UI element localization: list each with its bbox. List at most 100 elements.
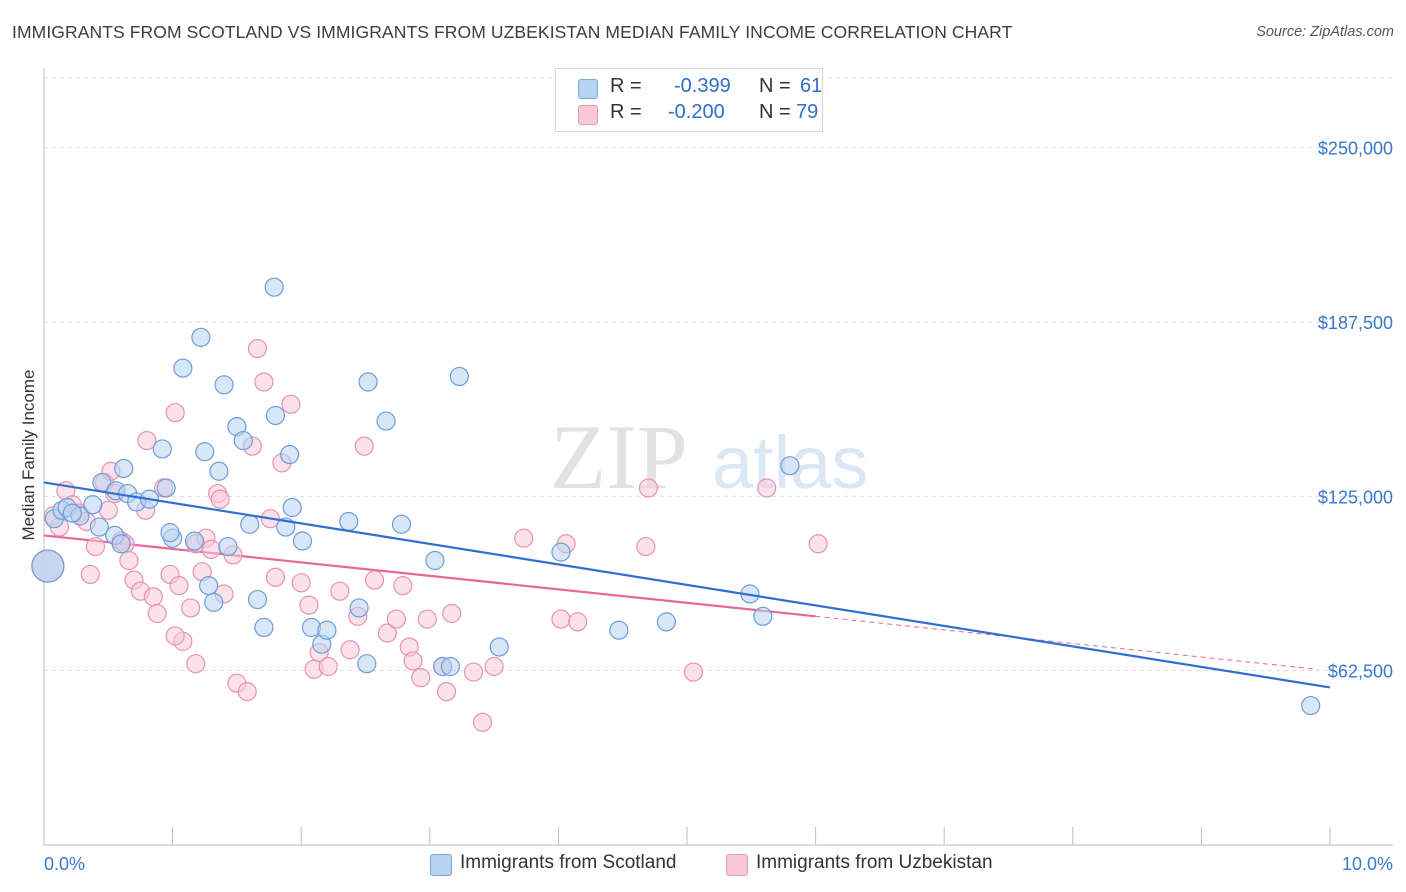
data-point: [340, 640, 360, 660]
data-point: [638, 478, 659, 498]
y-tick-label: $125,000: [1318, 487, 1393, 507]
y-tick-label: $250,000: [1318, 139, 1393, 159]
gridlines: [44, 77, 1393, 672]
data-point: [218, 536, 238, 557]
data-point: [376, 411, 396, 431]
bottom-legend-swatch-uzbekistan: [726, 854, 748, 876]
stats-legend: R = -0.399 N = 61 R = -0.200 N = 79: [555, 68, 823, 132]
data-point: [808, 534, 828, 554]
trend-line-uzbekistan: [43, 534, 816, 618]
data-point: [165, 403, 185, 423]
data-point: [377, 623, 397, 643]
legend-swatch-uzbekistan: [578, 105, 598, 125]
legend-r-label: R =: [610, 75, 642, 97]
data-point: [265, 405, 286, 426]
data-point: [199, 576, 219, 596]
y-tick-label: $62,500: [1328, 662, 1393, 682]
data-point: [147, 603, 167, 624]
data-point: [463, 662, 484, 682]
data-point: [191, 327, 211, 347]
y-tick-labels: $62,500 $125,000 $187,500 $250,000: [1318, 139, 1393, 682]
data-point: [386, 609, 406, 629]
data-point: [165, 626, 185, 646]
data-point: [204, 592, 224, 612]
data-point: [143, 587, 163, 607]
data-point: [318, 656, 338, 677]
data-point: [442, 603, 462, 624]
data-point: [85, 536, 106, 557]
data-point: [265, 567, 286, 587]
data-point: [31, 549, 65, 583]
data-point: [411, 668, 431, 688]
data-point: [62, 503, 82, 523]
data-point: [83, 495, 103, 515]
data-point: [551, 542, 571, 562]
data-point: [753, 606, 773, 626]
legend-r-value-scotland: -0.399: [674, 75, 731, 97]
data-point: [349, 598, 369, 618]
data-point: [449, 366, 469, 387]
legend-n-value-scotland: 61: [800, 75, 823, 97]
watermark-zip: ZIP: [550, 406, 688, 508]
data-point: [233, 430, 253, 451]
legend-n-label: N =: [759, 75, 791, 97]
data-point: [551, 609, 571, 629]
data-point: [291, 573, 311, 593]
data-point: [210, 489, 230, 509]
points-uzbekistan: [31, 338, 828, 732]
watermark: ZIP atlas: [550, 406, 868, 508]
data-point: [173, 358, 193, 378]
data-point: [254, 372, 274, 392]
data-point: [169, 576, 189, 596]
data-point: [358, 372, 378, 392]
data-point: [330, 581, 350, 601]
data-point: [514, 528, 534, 548]
data-point: [636, 536, 656, 557]
x-tick-label-max: 10.0%: [1342, 854, 1393, 874]
data-point: [156, 478, 176, 498]
data-point: [119, 550, 139, 571]
data-point: [214, 375, 234, 395]
legend-n-label: N =: [759, 101, 791, 123]
data-point: [357, 654, 377, 674]
data-point: [114, 458, 134, 479]
x-tick-label-min: 0.0%: [44, 854, 85, 874]
data-point: [280, 444, 300, 465]
data-point: [317, 620, 337, 640]
trend-line-scotland: [43, 481, 1331, 689]
data-point: [282, 497, 302, 518]
y-axis-label: Median Family Income: [19, 369, 38, 540]
legend-n-value-uzbekistan: 79: [796, 101, 819, 123]
data-point: [489, 637, 509, 657]
data-point: [247, 338, 268, 359]
data-point: [89, 517, 109, 537]
axes: [43, 68, 1393, 846]
data-point: [1301, 695, 1321, 716]
data-point: [683, 662, 704, 682]
bottom-legend-swatch-scotland: [430, 854, 452, 876]
data-point: [111, 534, 131, 554]
data-point: [436, 681, 457, 702]
trend-line-uzbekistan-extension: [815, 615, 1318, 670]
chart-title: IMMIGRANTS FROM SCOTLAND VS IMMIGRANTS F…: [12, 22, 1013, 42]
data-point: [393, 576, 413, 596]
data-point: [160, 523, 180, 543]
data-point: [484, 656, 504, 677]
trend-lines-uzbekistan: [43, 534, 1318, 670]
data-point: [181, 598, 201, 618]
data-point: [391, 514, 412, 534]
data-point: [780, 456, 800, 476]
data-point: [209, 461, 229, 481]
data-point: [240, 514, 260, 534]
data-point: [472, 712, 493, 732]
data-point: [80, 564, 100, 585]
legend-r-label: R =: [610, 101, 642, 123]
data-point: [609, 620, 629, 640]
data-point: [186, 654, 206, 674]
data-point: [403, 651, 423, 671]
data-point: [281, 394, 301, 414]
legend-swatch-scotland: [578, 79, 598, 99]
data-point: [247, 589, 268, 610]
data-point: [299, 595, 319, 615]
